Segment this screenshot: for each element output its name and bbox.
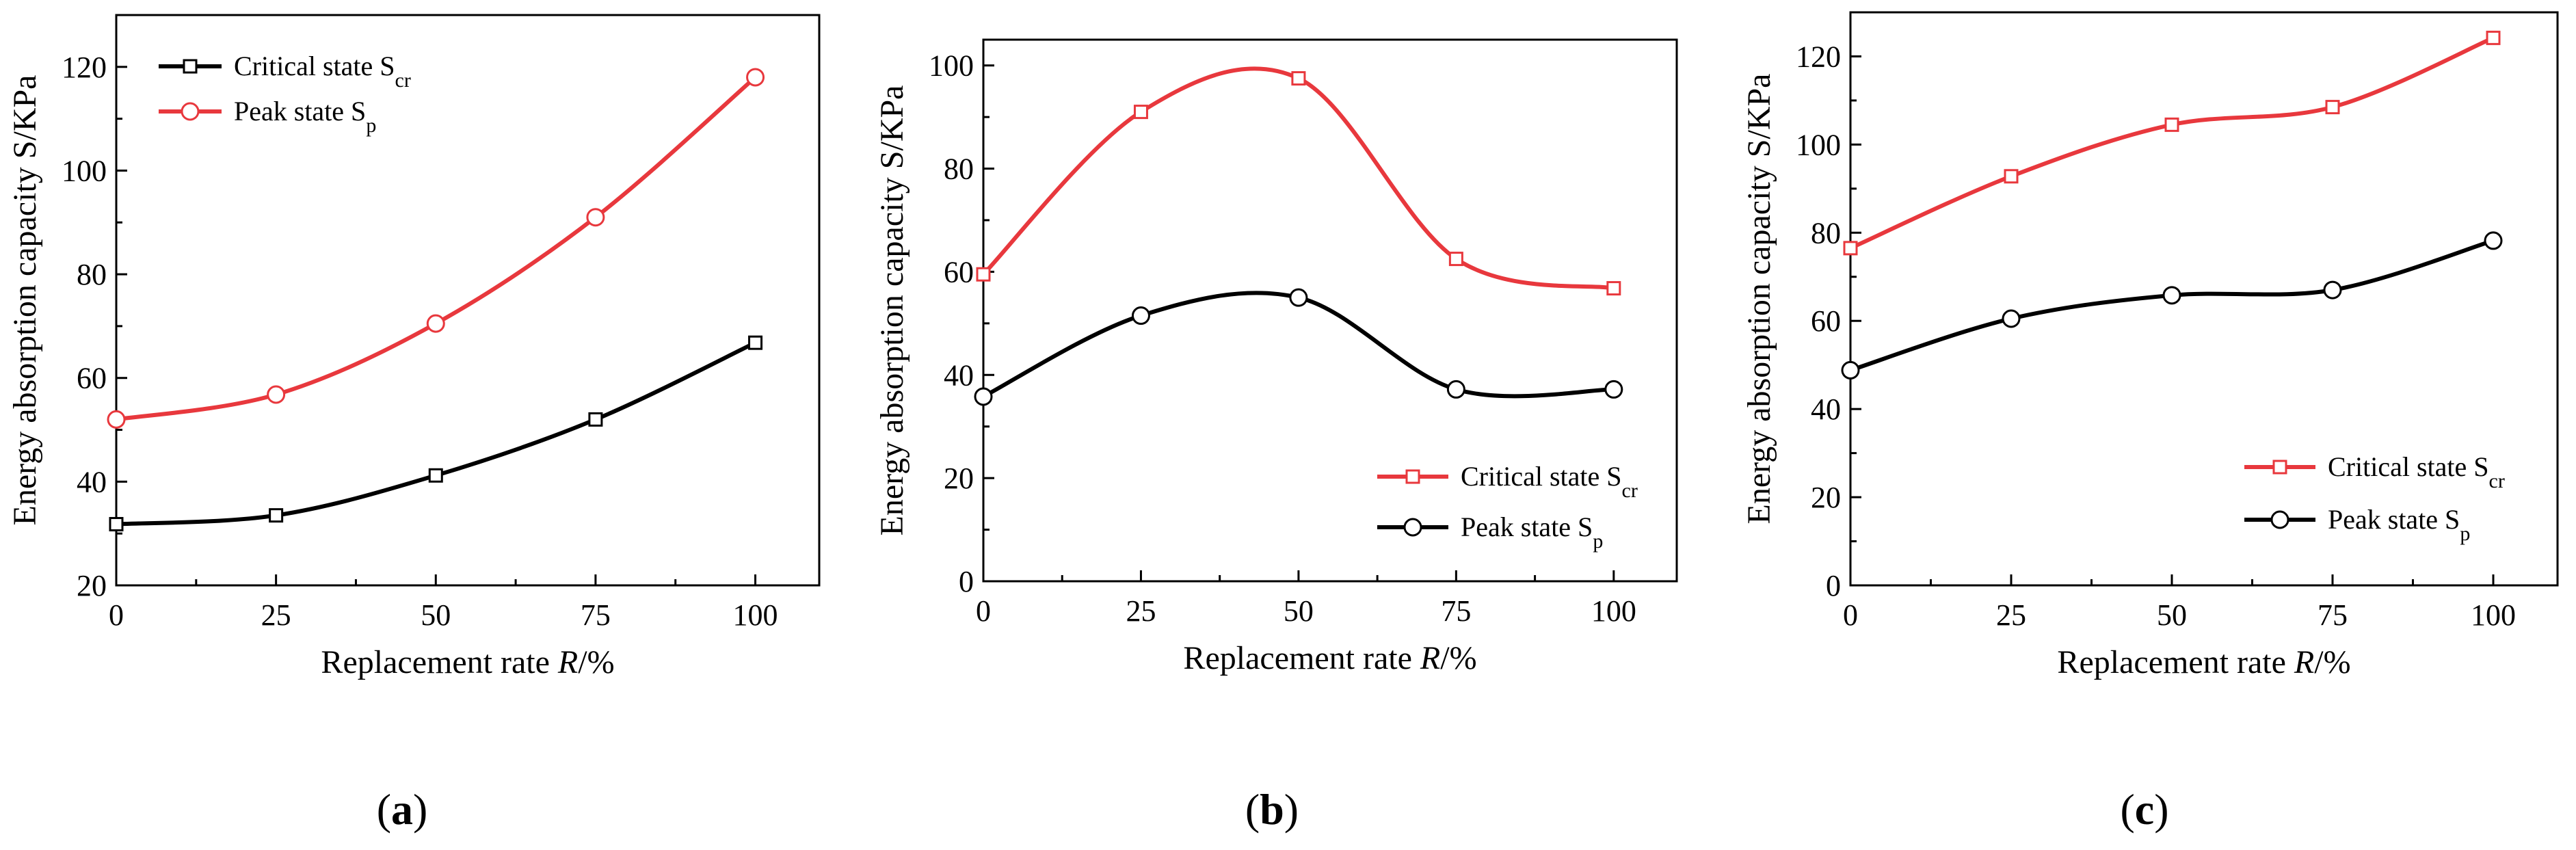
data-point-1-4 [746, 68, 765, 87]
y-axis-title: Energy absorption capacity S/KPa [874, 85, 910, 536]
x-axis-title: Replacement rate R/% [1183, 640, 1476, 676]
x-tick-label: 25 [1126, 594, 1156, 628]
x-tick-label: 25 [1996, 598, 2026, 632]
x-axis-title: Replacement rate R/% [321, 644, 614, 680]
y-tick-label: 40 [77, 465, 107, 499]
y-tick-label: 100 [62, 154, 107, 187]
y-tick-label: 100 [1796, 128, 1841, 161]
series-line-1 [981, 291, 1616, 399]
data-point-1-4 [1604, 380, 1623, 399]
legend-marker-1 [181, 102, 200, 121]
data-point-1-0 [974, 387, 993, 406]
data-point-0-2 [428, 468, 443, 483]
data-point-1-0 [1841, 360, 1860, 380]
y-tick-label: 80 [77, 258, 107, 291]
panel-label: (a) [377, 785, 428, 834]
x-axis-title: Replacement rate R/% [2057, 644, 2350, 680]
plot-frame [982, 38, 1678, 583]
data-point-0-1 [1133, 105, 1148, 120]
legend-label-1: Peak state Sp [234, 96, 376, 137]
data-point-0-4 [2486, 30, 2501, 45]
y-tick-label: 80 [944, 152, 974, 186]
x-tick-label: 50 [421, 598, 451, 632]
x-tick-label: 50 [2157, 598, 2187, 632]
data-point-0-4 [748, 335, 763, 350]
plot-frame [115, 14, 821, 587]
x-tick-label: 0 [1843, 598, 1858, 632]
data-point-1-0 [107, 410, 126, 429]
legend-label-0: Critical state Scr [2328, 451, 2505, 492]
series-line-1 [1848, 238, 2495, 373]
data-point-1-1 [1131, 306, 1150, 326]
legend-label-0: Critical state Scr [234, 51, 411, 92]
y-tick-label: 40 [1811, 393, 1841, 426]
x-tick-label: 0 [109, 598, 124, 632]
x-tick-label: 100 [2471, 598, 2516, 632]
data-point-0-0 [109, 517, 124, 532]
panel-label: (b) [1245, 785, 1299, 834]
data-point-1-3 [1446, 380, 1465, 399]
y-tick-label: 60 [944, 255, 974, 289]
legend-label-1: Peak state Sp [1461, 512, 1603, 553]
legend-marker-1 [2270, 510, 2289, 529]
legend-marker-0 [1405, 469, 1420, 484]
y-tick-label: 120 [1796, 40, 1841, 73]
y-axis-title: Energy absorption capacity S/KPa [1741, 74, 1777, 524]
x-tick-label: 75 [581, 598, 611, 632]
legend-marker-1 [1403, 518, 1422, 537]
data-point-1-1 [2002, 309, 2021, 328]
legend-marker-0 [2272, 460, 2287, 475]
x-tick-label: 25 [261, 598, 291, 632]
x-tick-label: 50 [1284, 594, 1314, 628]
chart-panel-c: 0 25 50 75 100 0 20 40 60 80 100 120 Replacement rat… [1741, 11, 2559, 834]
data-point-0-2 [1291, 71, 1306, 86]
data-point-0-4 [1606, 281, 1621, 296]
panel-label: (c) [2120, 785, 2168, 834]
data-point-0-3 [1448, 252, 1463, 267]
data-point-1-2 [1289, 288, 1308, 307]
series-line-0 [114, 341, 758, 527]
data-point-1-2 [2162, 286, 2181, 305]
data-point-0-2 [2164, 117, 2179, 132]
series-line-0 [1848, 36, 2495, 250]
data-point-0-0 [976, 267, 991, 282]
series-line-0 [981, 66, 1616, 291]
y-tick-label: 100 [929, 49, 974, 83]
legend-label-1: Peak state Sp [2328, 504, 2470, 545]
series-line-1 [114, 75, 758, 422]
data-point-0-3 [2325, 100, 2340, 115]
data-point-1-2 [426, 314, 445, 333]
y-tick-label: 120 [62, 51, 107, 84]
y-tick-label: 80 [1811, 216, 1841, 250]
x-tick-label: 75 [2318, 598, 2348, 632]
y-tick-label: 60 [77, 362, 107, 395]
data-point-1-3 [2323, 280, 2342, 300]
y-axis-title: Energy absorption capacity S/KPa [7, 75, 43, 526]
data-point-0-0 [1843, 241, 1858, 256]
y-tick-label: 0 [959, 565, 974, 598]
x-tick-label: 100 [1591, 594, 1636, 628]
data-point-1-4 [2484, 231, 2503, 250]
data-point-0-3 [588, 412, 603, 427]
y-tick-label: 0 [1826, 569, 1841, 602]
x-tick-label: 100 [733, 598, 778, 632]
y-tick-label: 40 [944, 358, 974, 392]
data-point-1-3 [586, 208, 605, 227]
x-tick-label: 75 [1441, 594, 1471, 628]
plot-frame [1849, 11, 2559, 587]
x-tick-label: 0 [976, 594, 991, 628]
chart-panel-a: 0 25 50 75 100 20 40 60 80 100 120 Replacement rate… [7, 14, 821, 834]
data-point-0-1 [269, 508, 284, 523]
y-tick-label: 20 [944, 462, 974, 495]
legend-label-0: Critical state Scr [1461, 461, 1638, 502]
data-point-0-1 [2004, 169, 2019, 184]
y-tick-label: 20 [1811, 481, 1841, 514]
legend-marker-0 [183, 59, 198, 74]
y-tick-label: 20 [77, 569, 107, 602]
y-tick-label: 60 [1811, 304, 1841, 338]
data-point-1-1 [267, 385, 286, 404]
chart-panel-b: 0 25 50 75 100 0 20 40 60 80 100 Replacement rate R… [874, 38, 1678, 834]
